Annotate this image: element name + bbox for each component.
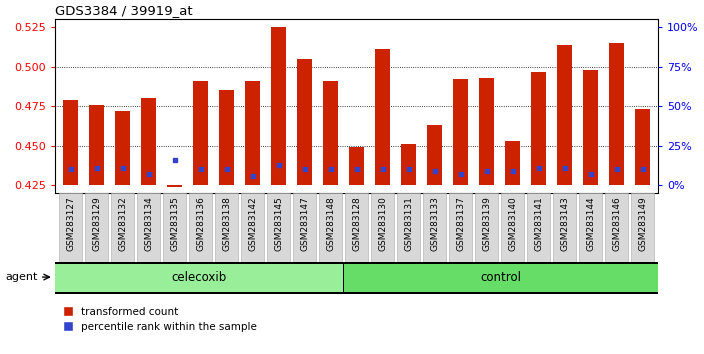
Text: GSM283130: GSM283130 xyxy=(378,196,387,251)
Text: GSM283146: GSM283146 xyxy=(612,196,621,251)
Text: GSM283143: GSM283143 xyxy=(560,196,569,251)
Text: GSM283135: GSM283135 xyxy=(170,196,179,251)
Bar xyxy=(453,79,468,185)
FancyBboxPatch shape xyxy=(527,193,551,262)
Text: GSM283148: GSM283148 xyxy=(326,196,335,251)
FancyBboxPatch shape xyxy=(344,263,658,292)
FancyBboxPatch shape xyxy=(293,193,316,262)
Text: GSM283128: GSM283128 xyxy=(352,196,361,251)
FancyBboxPatch shape xyxy=(319,193,342,262)
Legend: transformed count, percentile rank within the sample: transformed count, percentile rank withi… xyxy=(60,303,261,336)
FancyBboxPatch shape xyxy=(55,262,658,294)
Text: GSM283145: GSM283145 xyxy=(274,196,283,251)
Text: GSM283132: GSM283132 xyxy=(118,196,127,251)
Bar xyxy=(635,109,650,185)
FancyBboxPatch shape xyxy=(59,193,82,262)
FancyBboxPatch shape xyxy=(163,193,187,262)
FancyBboxPatch shape xyxy=(371,193,394,262)
Bar xyxy=(531,72,546,185)
Bar xyxy=(375,50,391,185)
FancyBboxPatch shape xyxy=(56,263,343,292)
FancyBboxPatch shape xyxy=(111,193,134,262)
FancyBboxPatch shape xyxy=(137,193,161,262)
Text: control: control xyxy=(480,270,522,284)
Text: GSM283127: GSM283127 xyxy=(66,196,75,251)
Text: GDS3384 / 39919_at: GDS3384 / 39919_at xyxy=(55,4,192,17)
Bar xyxy=(167,185,182,187)
Bar xyxy=(89,105,104,185)
FancyBboxPatch shape xyxy=(423,193,446,262)
Bar xyxy=(141,98,156,185)
Text: GSM283129: GSM283129 xyxy=(92,196,101,251)
Bar xyxy=(479,78,494,185)
Bar xyxy=(297,59,313,185)
Text: agent: agent xyxy=(6,272,38,282)
FancyBboxPatch shape xyxy=(553,193,577,262)
Bar xyxy=(322,81,339,185)
Text: GSM283149: GSM283149 xyxy=(638,196,647,251)
FancyBboxPatch shape xyxy=(579,193,603,262)
Text: GSM283138: GSM283138 xyxy=(222,196,231,251)
FancyBboxPatch shape xyxy=(345,193,368,262)
Bar xyxy=(115,111,130,185)
Bar xyxy=(427,125,442,185)
Text: GSM283147: GSM283147 xyxy=(300,196,309,251)
Bar xyxy=(583,70,598,185)
Bar xyxy=(245,81,260,185)
FancyBboxPatch shape xyxy=(215,193,238,262)
Bar xyxy=(401,144,416,185)
Text: GSM283144: GSM283144 xyxy=(586,196,595,251)
FancyBboxPatch shape xyxy=(241,193,264,262)
FancyBboxPatch shape xyxy=(605,193,629,262)
FancyBboxPatch shape xyxy=(84,193,108,262)
Bar xyxy=(609,43,624,185)
Text: GSM283142: GSM283142 xyxy=(248,196,257,251)
FancyBboxPatch shape xyxy=(475,193,498,262)
FancyBboxPatch shape xyxy=(267,193,290,262)
Text: GSM283136: GSM283136 xyxy=(196,196,205,251)
FancyBboxPatch shape xyxy=(501,193,524,262)
Text: GSM283134: GSM283134 xyxy=(144,196,153,251)
Text: GSM283141: GSM283141 xyxy=(534,196,543,251)
FancyBboxPatch shape xyxy=(189,193,212,262)
FancyBboxPatch shape xyxy=(631,193,654,262)
FancyBboxPatch shape xyxy=(397,193,420,262)
Text: GSM283140: GSM283140 xyxy=(508,196,517,251)
Bar xyxy=(193,81,208,185)
Text: celecoxib: celecoxib xyxy=(172,270,227,284)
Bar xyxy=(348,147,365,185)
Bar xyxy=(271,27,287,185)
Text: GSM283139: GSM283139 xyxy=(482,196,491,251)
Bar xyxy=(63,100,78,185)
Bar xyxy=(505,141,520,185)
FancyBboxPatch shape xyxy=(449,193,472,262)
Bar xyxy=(219,90,234,185)
Text: GSM283137: GSM283137 xyxy=(456,196,465,251)
Bar xyxy=(557,45,572,185)
Text: GSM283133: GSM283133 xyxy=(430,196,439,251)
Text: GSM283131: GSM283131 xyxy=(404,196,413,251)
